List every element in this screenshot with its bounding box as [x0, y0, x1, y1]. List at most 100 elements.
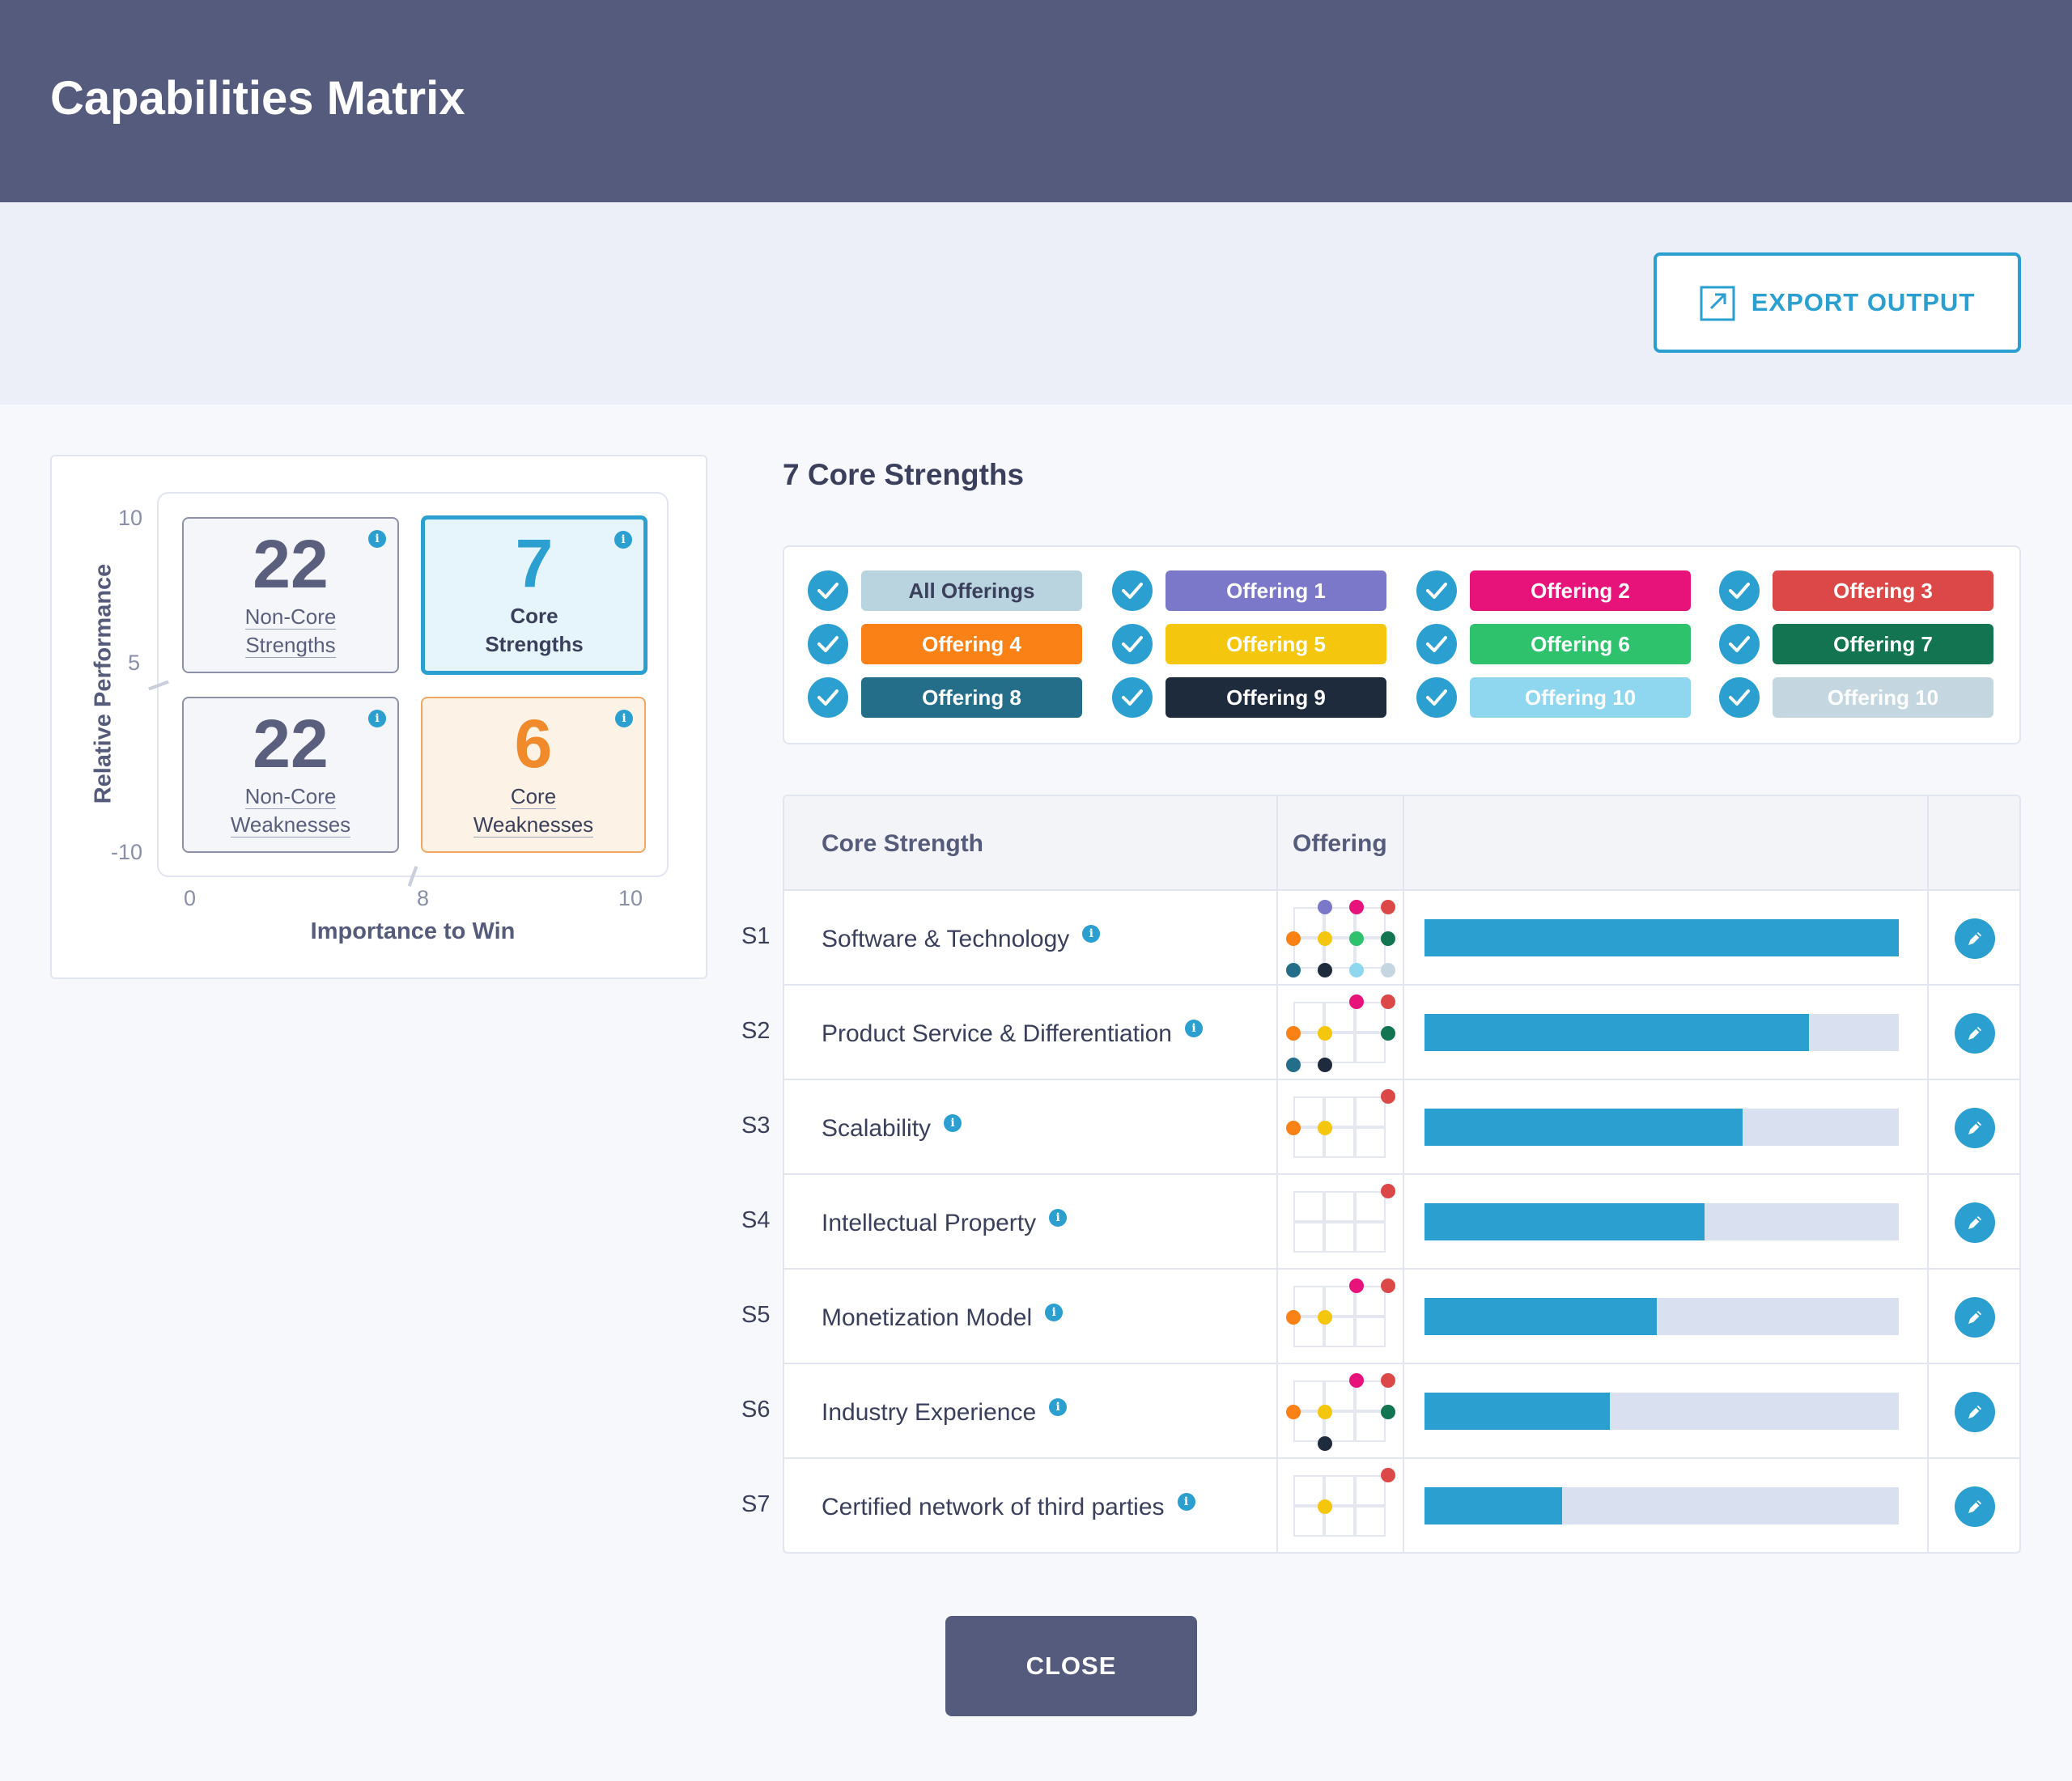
edit-icon[interactable] [1955, 1297, 1995, 1338]
offering-dot [1381, 1405, 1395, 1419]
grid-cell [1293, 1191, 1324, 1222]
export-output-button[interactable]: EXPORT OUTPUT [1654, 252, 2021, 353]
quadrant-label: Non-Core Strengths [244, 604, 337, 658]
score-bar [1424, 1203, 1899, 1240]
offering-chip[interactable]: All Offerings [861, 570, 1082, 611]
offering-dot [1381, 1026, 1395, 1041]
core-strength-name: Industry Experience i [822, 1398, 1068, 1427]
info-icon[interactable]: i [1177, 1493, 1195, 1511]
grid-cell [1355, 1317, 1386, 1347]
edit-icon[interactable] [1955, 1486, 1995, 1527]
quadrant-count: 22 [253, 526, 329, 602]
table-header: Core Strength Offering [784, 796, 2019, 891]
row-id: S6 [741, 1397, 771, 1423]
info-icon[interactable]: i [615, 710, 633, 727]
info-icon[interactable]: i [368, 530, 386, 548]
checkbox-checked-icon[interactable] [1719, 677, 1760, 718]
info-icon[interactable]: i [1049, 1398, 1068, 1416]
offering-dot [1349, 900, 1364, 914]
table-row: Certified network of third parties i [784, 1459, 2019, 1552]
offering-dot [1381, 900, 1395, 914]
score-bar-fill [1424, 919, 1899, 956]
grid-cell [1324, 1317, 1355, 1347]
offering-chip[interactable]: Offering 10 [1773, 677, 1993, 718]
column-divider [1276, 796, 1278, 1552]
grid-cell [1324, 1033, 1355, 1063]
score-bar [1424, 1014, 1899, 1051]
info-icon[interactable]: i [944, 1114, 962, 1132]
edit-icon[interactable] [1955, 1202, 1995, 1243]
offering-dot-grid [1293, 1184, 1395, 1254]
grid-cell [1293, 1096, 1324, 1127]
offering-chip[interactable]: Offering 7 [1773, 624, 1993, 664]
quadrant-core-weaknesses[interactable]: i 6 Core Weaknesses [421, 697, 646, 853]
grid-cell [1293, 1380, 1324, 1411]
info-icon[interactable]: i [1185, 1020, 1203, 1037]
offering-chip[interactable]: Offering 4 [861, 624, 1082, 664]
quadrant-non-core-strengths[interactable]: i 22 Non-Core Strengths [182, 517, 399, 673]
checkbox-checked-icon[interactable] [1112, 624, 1153, 664]
grid-cell [1293, 1506, 1324, 1537]
checkbox-checked-icon[interactable] [1416, 677, 1457, 718]
table-row: Monetization Model i [784, 1270, 2019, 1364]
info-icon[interactable]: i [1045, 1304, 1064, 1321]
grid-cell [1293, 1002, 1324, 1033]
checkbox-checked-icon[interactable] [1416, 570, 1457, 611]
core-strength-name: Certified network of third parties i [822, 1493, 1195, 1521]
grid-cell [1324, 1127, 1355, 1158]
quadrant-count: 7 [515, 525, 554, 601]
quadrant-core-strengths[interactable]: i 7 Core Strengths [421, 515, 648, 675]
score-bar-fill [1424, 1393, 1610, 1430]
edit-icon[interactable] [1955, 918, 1995, 959]
offering-chip[interactable]: Offering 8 [861, 677, 1082, 718]
offering-dot [1381, 1373, 1395, 1388]
info-icon[interactable]: i [1049, 1209, 1068, 1227]
offering-dot [1318, 931, 1332, 946]
info-icon[interactable]: i [368, 710, 386, 727]
score-bar [1424, 1298, 1899, 1335]
offering-dot [1318, 1121, 1332, 1135]
grid-cell [1324, 938, 1355, 969]
offering-chip[interactable]: Offering 2 [1470, 570, 1691, 611]
grid-cell [1324, 1222, 1355, 1253]
offering-chip[interactable]: Offering 6 [1470, 624, 1691, 664]
offering-dot [1318, 1436, 1332, 1451]
core-strength-name: Software & Technology i [822, 925, 1101, 953]
edit-icon[interactable] [1955, 1392, 1995, 1432]
info-icon[interactable]: i [1082, 925, 1101, 943]
grid-cell [1293, 907, 1324, 938]
checkbox-checked-icon[interactable] [1112, 677, 1153, 718]
offering-dot [1318, 1310, 1332, 1325]
checkbox-checked-icon[interactable] [808, 677, 848, 718]
offering-dot [1286, 1121, 1301, 1135]
score-bar [1424, 1109, 1899, 1146]
checkbox-checked-icon[interactable] [808, 624, 848, 664]
offering-chip[interactable]: Offering 9 [1166, 677, 1386, 718]
checkbox-checked-icon[interactable] [1112, 570, 1153, 611]
grid-cell [1355, 1002, 1386, 1033]
core-strength-name: Monetization Model i [822, 1304, 1064, 1332]
score-bar-fill [1424, 1203, 1705, 1240]
grid-cell [1355, 1506, 1386, 1537]
offering-chip[interactable]: Offering 3 [1773, 570, 1993, 611]
close-button[interactable]: CLOSE [945, 1616, 1197, 1716]
edit-icon[interactable] [1955, 1013, 1995, 1054]
score-bar-fill [1424, 1298, 1658, 1335]
grid-cell [1355, 907, 1386, 938]
checkbox-checked-icon[interactable] [1719, 570, 1760, 611]
core-strength-name: Product Service & Differentiation i [822, 1020, 1203, 1048]
offering-chip[interactable]: Offering 10 [1470, 677, 1691, 718]
grid-cell [1293, 1033, 1324, 1063]
offering-chip[interactable]: Offering 1 [1166, 570, 1386, 611]
checkbox-checked-icon[interactable] [1719, 624, 1760, 664]
edit-icon[interactable] [1955, 1108, 1995, 1148]
info-icon[interactable]: i [614, 531, 632, 549]
offering-chip[interactable]: Offering 5 [1166, 624, 1386, 664]
y-tick-mid: 5 [128, 651, 141, 675]
table-row: Industry Experience i [784, 1364, 2019, 1459]
offering-dot [1381, 963, 1395, 977]
quadrant-label: Core Weaknesses [473, 784, 594, 837]
checkbox-checked-icon[interactable] [1416, 624, 1457, 664]
quadrant-non-core-weaknesses[interactable]: i 22 Non-Core Weaknesses [182, 697, 399, 853]
checkbox-checked-icon[interactable] [808, 570, 848, 611]
